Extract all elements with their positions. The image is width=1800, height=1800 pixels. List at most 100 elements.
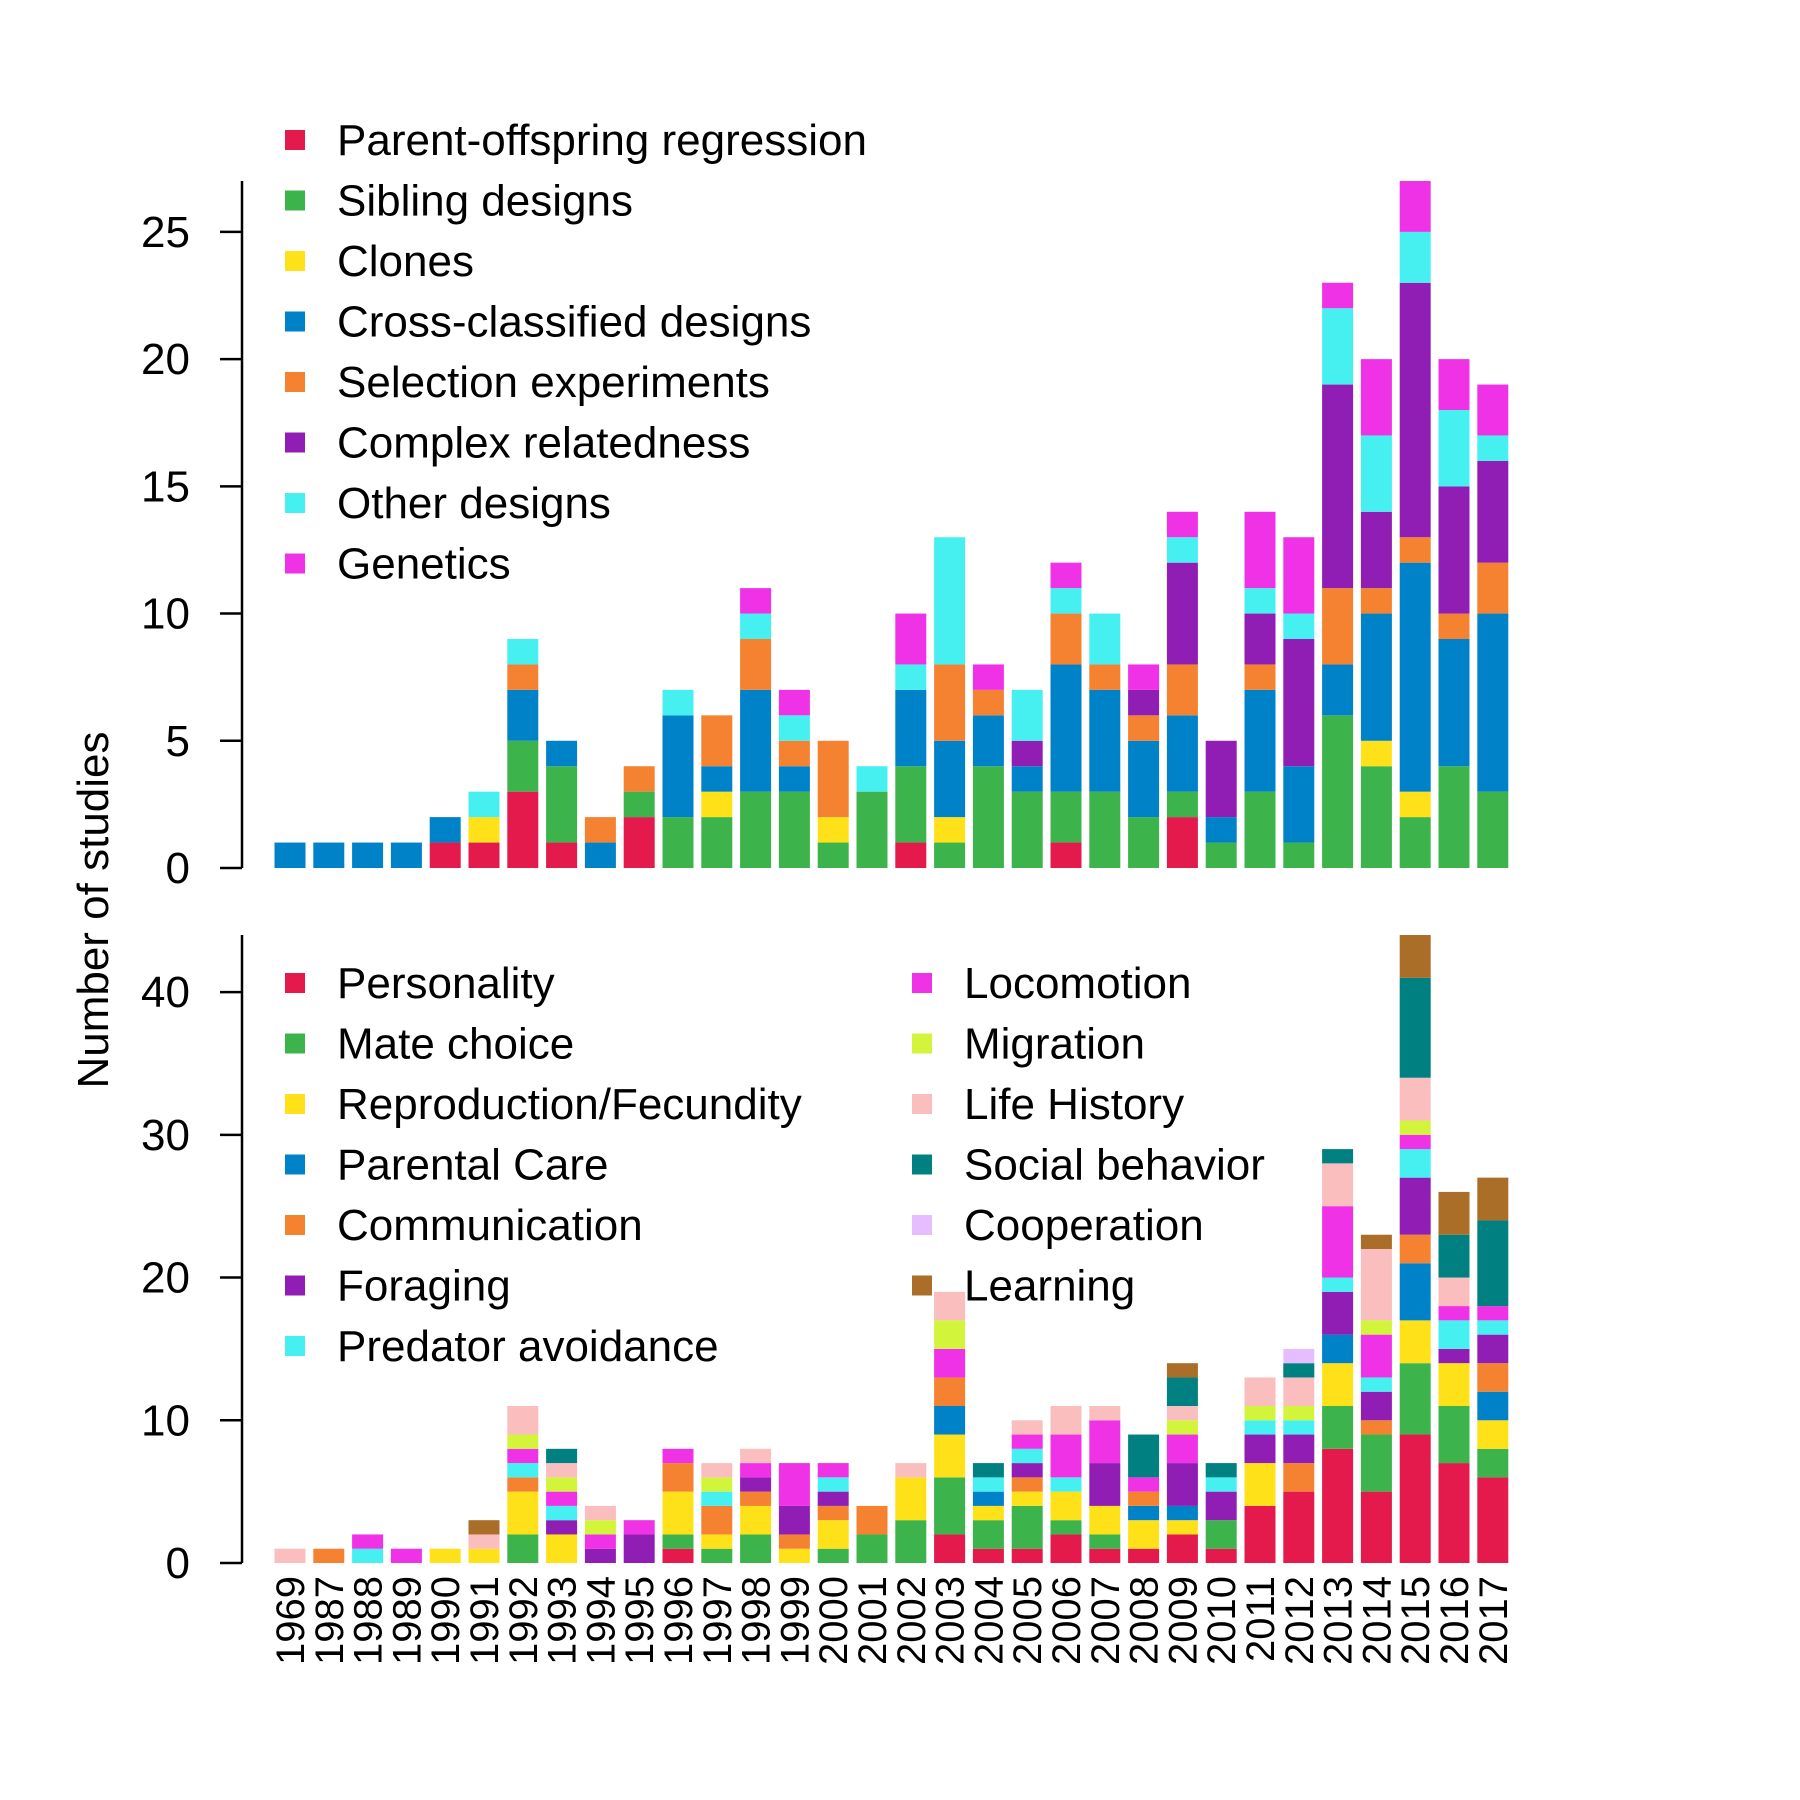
bar-segment-cross-classified-designs-1994 [584,842,616,868]
legend-label-other-designs: Other designs [337,479,611,528]
x-tick-label-2007: 2007 [1084,1576,1128,1665]
y-tick-label: 10 [141,590,190,639]
bar-segment-locomotion-2006 [1050,1434,1082,1478]
bar-segment-parent-offspring-regression-1990 [429,842,461,868]
bar-segment-migration-2003 [934,1320,966,1349]
bar-segment-sibling-designs-2001 [856,791,888,868]
bar-segment-foraging-2011 [1244,1434,1276,1464]
legend-swatch-personality [285,973,305,993]
bar-segment-cross-classified-designs-2003 [934,740,966,818]
bar-segment-life-history-1998 [740,1448,772,1464]
bar-segment-selection-experiments-2015 [1399,537,1431,563]
bar-segment-genetics-2016 [1438,359,1470,410]
bar-segment-other-designs-2013 [1322,308,1354,385]
bar-segment-locomotion-2003 [934,1348,966,1378]
legend-swatch-complex-relatedness [285,432,305,453]
bar-segment-locomotion-2000 [817,1463,849,1478]
bar-segment-reproduction-fecundity-2007 [1089,1505,1121,1535]
bar-segment-genetics-2014 [1360,359,1392,436]
bar-segment-other-designs-2017 [1477,435,1509,461]
bar-segment-genetics-1999 [778,689,810,716]
bar-segment-other-designs-2015 [1399,231,1431,283]
bar-segment-mate-choice-2010 [1205,1520,1237,1549]
bar-segment-personality-2016 [1438,1463,1470,1563]
bar-segment-predator-avoidance-2017 [1477,1320,1509,1335]
bar-segment-life-history-1997 [701,1463,733,1478]
bar-segment-personality-2015 [1399,1434,1431,1563]
bar-segment-parental-care-2009 [1166,1505,1198,1521]
bar-segment-parent-offspring-regression-2009 [1166,817,1198,868]
bar-segment-other-designs-2001 [856,766,888,792]
bar-segment-locomotion-2014 [1360,1334,1392,1378]
bar-segment-migration-2011 [1244,1406,1276,1421]
bar-segment-genetics-2017 [1477,384,1509,436]
legend-swatch-cooperation [912,1215,932,1235]
bar-segment-cross-classified-designs-1969 [274,842,306,868]
bar-segment-selection-experiments-2007 [1089,664,1121,690]
legend-label-learning: Learning [964,1262,1135,1311]
bar-segment-cross-classified-designs-2017 [1477,613,1509,792]
bar-segment-selection-experiments-2017 [1477,562,1509,614]
bar-segment-social-behavior-1993 [546,1448,578,1464]
bar-segment-migration-2012 [1283,1406,1315,1421]
x-tick-label-2006: 2006 [1045,1576,1089,1665]
bar-segment-personality-2009 [1166,1534,1198,1563]
bar-segment-migration-2014 [1360,1320,1392,1335]
x-tick-label-1999: 1999 [773,1576,817,1665]
bar-segment-reproduction-fecundity-1993 [546,1534,578,1563]
legend-swatch-parental-care [285,1154,305,1175]
bar-segment-mate-choice-2007 [1089,1534,1121,1549]
bar-segment-foraging-2007 [1089,1463,1121,1506]
x-tick-label-2001: 2001 [851,1576,895,1665]
bar-segment-locomotion-1999 [778,1463,810,1506]
bar-segment-reproduction-fecundity-2016 [1438,1363,1470,1406]
bar-segment-clones-2003 [934,817,966,843]
bar-segment-migration-2009 [1166,1420,1198,1435]
bar-segment-selection-experiments-1997 [701,715,733,767]
bar-segment-reproduction-fecundity-2009 [1166,1520,1198,1535]
bar-segment-foraging-2005 [1011,1463,1043,1478]
bar-segment-cross-classified-designs-2011 [1244,689,1276,792]
bar-segment-locomotion-2017 [1477,1306,1509,1321]
bar-segment-sibling-designs-1998 [740,791,772,868]
bar-segment-cross-classified-designs-2015 [1399,562,1431,792]
legend-swatch-life-history [912,1094,932,1114]
y-tick-label: 0 [166,844,190,893]
legend-swatch-sibling-designs [285,190,305,211]
bottom-chart-panel: 0 10 20 30 40 Personality Mate choice Reproduct… [141,935,1516,1665]
bar-segment-life-history-2005 [1011,1420,1043,1435]
x-tick-label-1993: 1993 [541,1576,585,1665]
bar-segment-genetics-2013 [1322,282,1354,309]
bar-segment-predator-avoidance-2015 [1399,1149,1431,1178]
x-tick-label-2003: 2003 [929,1576,973,1665]
bar-segment-other-designs-2005 [1011,689,1043,741]
bar-segment-sibling-designs-2012 [1283,842,1315,868]
legend-label-parent-offspring-regression: Parent-offspring regression [337,116,867,165]
bar-segment-sibling-designs-2004 [972,766,1004,868]
x-tick-label-1995: 1995 [618,1576,662,1665]
bar-segment-foraging-2014 [1360,1391,1392,1421]
y-axis-label: Number of studies [69,731,118,1088]
x-tick-label-1989: 1989 [385,1576,429,1665]
bar-segment-other-designs-1999 [778,715,810,741]
bar-segment-locomotion-1998 [740,1463,772,1478]
x-tick-label-1990: 1990 [424,1576,468,1665]
bar-segment-social-behavior-2008 [1128,1434,1160,1478]
bar-segment-communication-1998 [740,1491,772,1506]
bar-segment-communication-2012 [1283,1463,1315,1492]
bar-segment-selection-experiments-2006 [1050,613,1082,665]
bar-segment-personality-2004 [972,1548,1004,1563]
x-tick-label-2005: 2005 [1006,1576,1050,1665]
x-tick-label-1997: 1997 [696,1576,740,1665]
bar-segment-personality-1996 [662,1548,694,1563]
legend-swatch-learning [912,1275,932,1296]
bar-segment-sibling-designs-2015 [1399,817,1431,868]
bar-segment-cross-classified-designs-2013 [1322,664,1354,716]
bar-segment-selection-experiments-2014 [1360,588,1392,614]
bar-segment-selection-experiments-2000 [817,740,849,818]
bar-segment-sibling-designs-1999 [778,791,810,868]
bar-segment-locomotion-2013 [1322,1206,1354,1278]
bar-segment-sibling-designs-2014 [1360,766,1392,868]
legend-swatch-reproduction-fecundity [285,1094,305,1114]
bar-segment-complex-relatedness-2005 [1011,740,1043,767]
